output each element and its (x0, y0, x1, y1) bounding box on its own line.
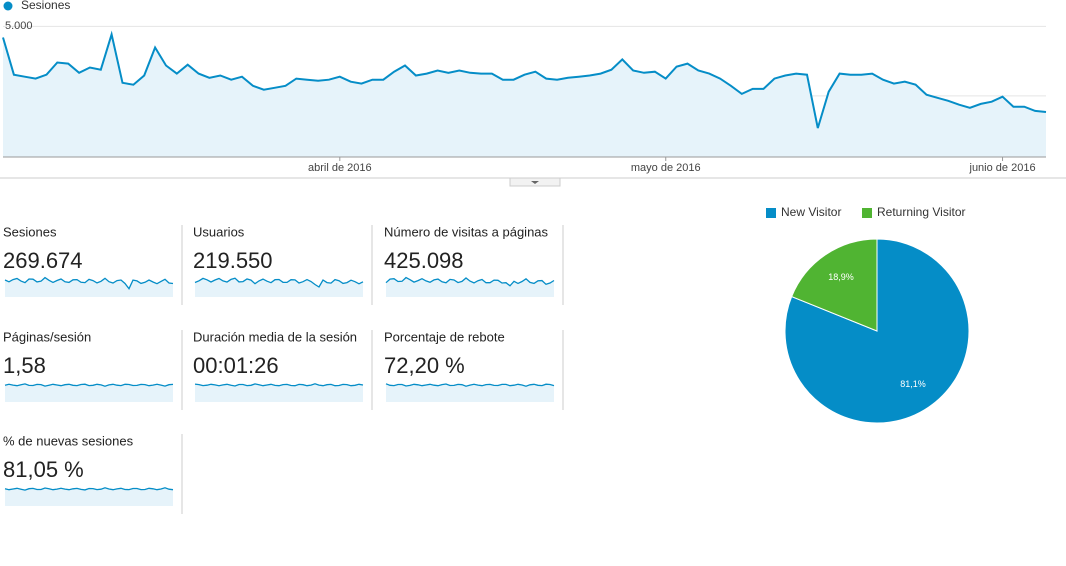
sparkline (4, 276, 174, 290)
slice-label: 81,1% (900, 379, 926, 389)
sparkline-area (5, 383, 173, 402)
metric-value: 269.674 (3, 248, 83, 273)
series-area (3, 34, 1046, 157)
legend-marker (3, 1, 13, 11)
metric-value: 219.550 (193, 248, 273, 273)
metric-label: Sesiones (3, 224, 57, 239)
metric-label: % de nuevas sesiones (3, 433, 134, 448)
legend-swatch[interactable] (862, 208, 872, 218)
metric-label: Porcentaje de rebote (384, 329, 505, 344)
sparkline-area (386, 383, 554, 402)
sparkline-area (195, 278, 363, 297)
sparkline (385, 383, 555, 387)
metric-label: Usuarios (193, 224, 245, 239)
metric-label: Número de visitas a páginas (384, 224, 549, 239)
legend-swatch[interactable] (766, 208, 776, 218)
sparkline-area (386, 277, 554, 297)
metric-value: 72,20 % (384, 353, 465, 378)
metric-value: 00:01:26 (193, 353, 279, 378)
x-tick-label: abril de 2016 (308, 162, 372, 174)
sparkline (385, 276, 555, 287)
metric-label: Duración media de la sesión (193, 329, 357, 344)
legend-label: Sesiones (21, 0, 70, 12)
series-line (2, 30, 1047, 129)
x-tick-label: junio de 2016 (969, 162, 1036, 174)
legend-label[interactable]: New Visitor (781, 205, 841, 219)
sparkline (4, 487, 174, 491)
x-tick-label: mayo de 2016 (631, 162, 701, 174)
metric-value: 81,05 % (3, 457, 84, 482)
sparkline-area (195, 383, 363, 402)
sparkline (194, 383, 364, 387)
metric-label: Páginas/sesión (3, 329, 91, 344)
pie-slice[interactable] (791, 238, 878, 332)
sparkline (4, 383, 174, 387)
slice-label: 18,9% (828, 272, 854, 282)
y-tick-label: 5.000 (5, 20, 33, 32)
metric-value: 1,58 (3, 353, 46, 378)
legend-label[interactable]: Returning Visitor (877, 205, 966, 219)
sparkline-area (5, 487, 173, 506)
collapse-arrow (531, 181, 539, 184)
sparkline (194, 277, 364, 288)
metric-value: 425.098 (384, 248, 464, 273)
sparkline-area (5, 277, 173, 297)
